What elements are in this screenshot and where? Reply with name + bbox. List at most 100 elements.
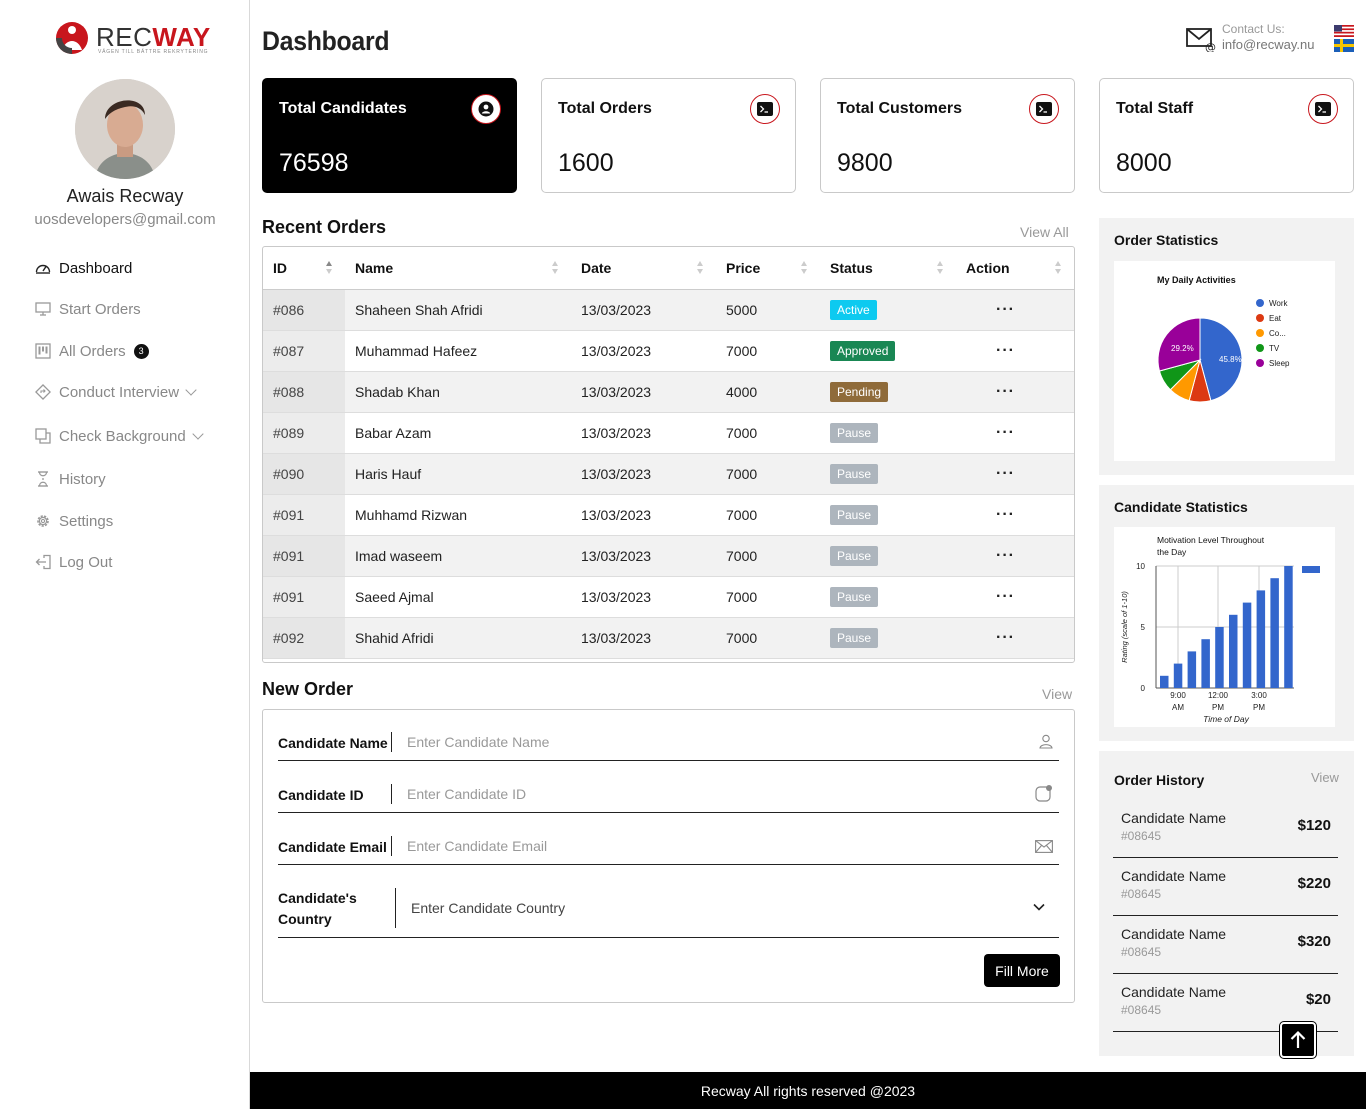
sidebar-item-log-out[interactable]: Log Out — [34, 553, 112, 571]
column-header-name[interactable]: Name — [345, 247, 571, 290]
order-name-cell: Shaheen Shah Afridi — [345, 289, 571, 331]
logo-mark-icon — [56, 22, 88, 54]
stat-card-total-customers[interactable]: Total Customers 9800 — [820, 78, 1075, 193]
sort-icon — [326, 261, 333, 275]
stat-card-total-staff[interactable]: Total Staff 8000 — [1099, 78, 1354, 193]
stat-card-total-orders[interactable]: Total Orders 1600 — [541, 78, 796, 193]
order-history-view-link[interactable]: View — [1311, 770, 1339, 785]
more-actions-icon[interactable]: ··· — [996, 382, 1015, 400]
order-status-cell: Approved — [820, 330, 956, 372]
chevron-down-icon — [192, 428, 204, 440]
sort-icon — [937, 261, 944, 275]
fill-more-button[interactable]: Fill More — [984, 954, 1060, 987]
contact-info[interactable]: @ Contact Us: info@recway.nu — [1186, 22, 1356, 54]
status-badge: Pending — [830, 381, 889, 402]
contact-label: Contact Us: — [1222, 22, 1285, 36]
order-action-cell: ··· — [956, 412, 1074, 454]
sidebar-item-history[interactable]: History — [34, 470, 106, 488]
new-order-view-link[interactable]: View — [1042, 686, 1073, 702]
scroll-to-top-button[interactable] — [1279, 1021, 1317, 1059]
sidebar-item-all-orders[interactable]: All Orders 3 — [34, 342, 149, 360]
order-action-cell: ··· — [956, 371, 1074, 413]
column-header-status[interactable]: Status — [820, 247, 956, 290]
table-row[interactable]: #088 Shadab Khan 13/03/2023 4000 Pending ··· — [263, 371, 1074, 413]
sidebar-item-conduct-interview[interactable]: Conduct Interview — [34, 383, 197, 401]
candidate-name-input[interactable] — [407, 732, 1007, 752]
status-badge: Active — [830, 299, 877, 320]
candidate-country-label: Candidate's Country — [278, 890, 357, 927]
field-separator — [395, 888, 396, 928]
sidebar-item-label: Conduct Interview — [59, 383, 180, 401]
table-row[interactable]: #091 Imad waseem 13/03/2023 7000 Pause ··· — [263, 535, 1074, 577]
more-actions-icon[interactable]: ··· — [996, 423, 1015, 441]
column-header-action[interactable]: Action — [956, 247, 1074, 290]
table-row[interactable]: #087 Muhammad Hafeez 13/03/2023 7000 Approve… — [263, 330, 1074, 372]
order-action-cell: ··· — [956, 453, 1074, 495]
sidebar-item-label: Check Background — [59, 427, 186, 445]
x-tick-label: 3:00 — [1251, 691, 1267, 700]
sidebar-item-start-orders[interactable]: Start Orders — [34, 300, 141, 318]
order-history-item[interactable]: Candidate Name #08645 $220 — [1113, 860, 1338, 916]
terminal-icon — [1029, 94, 1059, 124]
order-action-cell: ··· — [956, 289, 1074, 331]
candidate-name-label: Candidate Name — [278, 735, 388, 751]
more-actions-icon[interactable]: ··· — [996, 464, 1015, 482]
table-row[interactable]: #086 Shaheen Shah Afridi 13/03/2023 5000 Act… — [263, 289, 1074, 331]
us-flag-icon[interactable] — [1334, 25, 1354, 37]
table-row[interactable]: #091 Muhhamd Rizwan 13/03/2023 7000 Pause ··· — [263, 494, 1074, 536]
contact-email[interactable]: info@recway.nu — [1222, 37, 1315, 52]
order-history-item[interactable]: Candidate Name #08645 $320 — [1113, 918, 1338, 974]
column-header-date[interactable]: Date — [571, 247, 716, 290]
order-price-cell: 7000 — [716, 617, 820, 659]
orders-table-body: #086 Shaheen Shah Afridi 13/03/2023 5000 Act… — [263, 289, 1074, 659]
sidebar-item-check-background[interactable]: Check Background — [34, 427, 204, 445]
table-row[interactable]: #092 Shahid Afridi 13/03/2023 7000 Pause ··· — [263, 617, 1074, 659]
more-actions-icon[interactable]: ··· — [996, 546, 1015, 564]
envelope-icon — [1035, 840, 1053, 853]
avatar[interactable] — [75, 79, 175, 179]
legend-label: TV — [1269, 344, 1280, 353]
column-header-id[interactable]: ID — [263, 247, 345, 290]
candidate-id-input[interactable] — [407, 784, 1007, 804]
view-all-link[interactable]: View All — [1020, 224, 1069, 240]
more-actions-icon[interactable]: ··· — [996, 587, 1015, 605]
order-date-cell: 13/03/2023 — [571, 412, 716, 454]
badge-id-icon — [1035, 785, 1052, 802]
chevron-down-icon[interactable] — [1033, 903, 1045, 911]
order-id-cell: #091 — [263, 535, 345, 577]
x-tick-label: PM — [1253, 703, 1265, 712]
order-price-cell: 7000 — [716, 494, 820, 536]
order-history-panel: Order History View Candidate Name #08645 $… — [1099, 751, 1354, 1056]
more-actions-icon[interactable]: ··· — [996, 341, 1015, 359]
sort-icon — [1055, 261, 1062, 275]
order-history-item[interactable]: Candidate Name #08645 $20 — [1113, 976, 1338, 1032]
stat-card-total-candidates[interactable]: Total Candidates 76598 — [262, 78, 517, 193]
candidate-id-row: Candidate ID — [278, 775, 1059, 813]
order-statistics-title: Order Statistics — [1114, 232, 1219, 248]
table-row[interactable]: #089 Babar Azam 13/03/2023 7000 Pause ··· — [263, 412, 1074, 454]
recway-logo[interactable]: RECWAY VÄGEN TILL BÄTTRE REKRYTERING — [54, 18, 210, 60]
candidate-email-input[interactable] — [407, 836, 1007, 856]
order-history-item[interactable]: Candidate Name #08645 $120 — [1113, 802, 1338, 858]
column-header-price[interactable]: Price — [716, 247, 820, 290]
order-date-cell: 13/03/2023 — [571, 330, 716, 372]
x-axis-label: Time of Day — [1203, 714, 1249, 724]
order-id-cell: #091 — [263, 576, 345, 618]
sweden-flag-icon[interactable] — [1334, 39, 1354, 52]
more-actions-icon[interactable]: ··· — [996, 505, 1015, 523]
order-id-cell: #089 — [263, 412, 345, 454]
more-actions-icon[interactable]: ··· — [996, 628, 1015, 646]
order-id-cell: #086 — [263, 289, 345, 331]
x-tick-label: 12:00 — [1208, 691, 1229, 700]
order-id-cell: #091 — [263, 494, 345, 536]
recent-orders-table: ID Name Date Price Status Action #086 Sha… — [262, 246, 1075, 663]
sidebar-item-settings[interactable]: Settings — [34, 512, 113, 530]
order-name-cell: Muhammad Hafeez — [345, 330, 571, 372]
more-actions-icon[interactable]: ··· — [996, 300, 1015, 318]
order-name-cell: Shahid Afridi — [345, 617, 571, 659]
candidate-country-select[interactable]: Enter Candidate Country — [411, 900, 566, 916]
sidebar-item-dashboard[interactable]: Dashboard — [34, 259, 132, 277]
table-row[interactable]: #091 Saeed Ajmal 13/03/2023 7000 Pause ··· — [263, 576, 1074, 618]
table-row[interactable]: #090 Haris Hauf 13/03/2023 7000 Pause ··· — [263, 453, 1074, 495]
order-price-cell: 7000 — [716, 535, 820, 577]
